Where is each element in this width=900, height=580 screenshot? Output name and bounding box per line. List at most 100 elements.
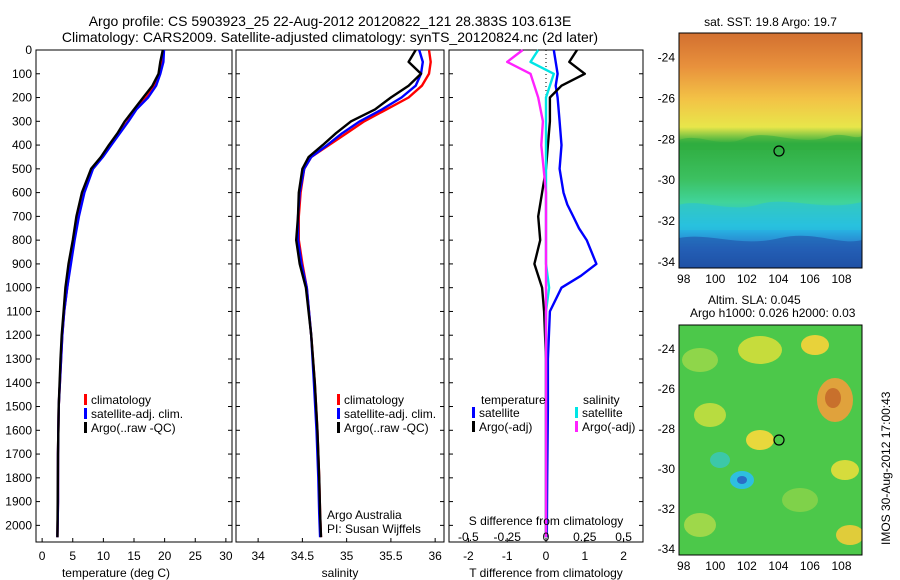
series-line-argo-raw-qc- — [56, 49, 164, 538]
sla-blob — [746, 430, 774, 450]
depth-tick-label: 1100 — [6, 304, 32, 318]
sst-map-title: sat. SST: 19.8 Argo: 19.7 — [704, 15, 837, 29]
salinity-legend-label: Argo(..raw -QC) — [344, 421, 429, 435]
map-x-tick-label-sst: 104 — [768, 272, 788, 286]
temperature-legend-swatch — [84, 422, 87, 433]
temperature-legend-label: climatology — [91, 393, 151, 407]
x-tick-label: -1 — [502, 549, 513, 563]
x-tick-label: 30 — [219, 549, 233, 563]
sla-argo-marker — [773, 434, 785, 446]
map-y-tick-label-sst: -28 — [658, 132, 676, 146]
depth-tick-label: 300 — [12, 114, 32, 128]
depth-tick-label: 100 — [12, 67, 32, 81]
sst-map — [679, 33, 862, 268]
sst-map-frame — [678, 32, 863, 269]
difference-xlabel: T difference from climatology — [469, 566, 623, 580]
depth-tick-label: 1200 — [5, 328, 32, 342]
x-tick-label: 10 — [97, 549, 111, 563]
depth-tick-label: 1800 — [5, 471, 32, 485]
map-y-tick-label-sst: -24 — [658, 51, 676, 65]
x-tick-label: 5 — [69, 549, 76, 563]
depth-tick-label: 400 — [12, 138, 32, 152]
map-y-tick-label-sst: -30 — [658, 173, 676, 187]
x-tick-label: 1 — [581, 549, 588, 563]
sla-blob — [710, 452, 730, 468]
salinity-legend-label: climatology — [344, 393, 404, 407]
x-tick-label: -2 — [463, 549, 474, 563]
sla-map — [679, 325, 862, 555]
depth-tick-label: 900 — [12, 257, 32, 271]
temperature-xlabel: temperature (deg C) — [61, 566, 171, 580]
profile-lines-layer — [56, 49, 598, 538]
sla-blob — [737, 476, 747, 484]
difference-s-legend-swatch — [575, 421, 578, 432]
map-y-tick-label-sla: -30 — [658, 462, 676, 476]
sla-blob — [831, 460, 859, 480]
x-tick-label: 35.5 — [379, 549, 403, 563]
difference-s-legend-label: satellite — [582, 406, 623, 420]
salinity-legend-swatch — [337, 422, 340, 433]
sst-cool-band — [679, 201, 862, 230]
sla-blob — [738, 336, 782, 364]
legend-title-temperature: temperature — [481, 393, 546, 407]
depth-tick-label: 1600 — [5, 423, 32, 437]
sst-field — [679, 33, 862, 268]
map-x-tick-label-sst: 102 — [737, 272, 757, 286]
map-y-tick-label-sst: -26 — [658, 91, 676, 105]
x-tick-label: 34 — [251, 549, 265, 563]
top-s-tick-label: -0.5 — [458, 530, 479, 544]
difference-t-legend-swatch — [472, 421, 475, 432]
depth-tick-label: 1500 — [5, 400, 32, 414]
difference-s-legend-label: Argo(-adj) — [582, 420, 635, 434]
sst-front — [679, 134, 862, 150]
series-line-salinity-argo-adj- — [506, 49, 548, 538]
map-x-tick-label-sla: 104 — [768, 559, 788, 573]
map-x-tick-label-sst: 100 — [705, 272, 725, 286]
depth-tick-label: 1400 — [5, 376, 32, 390]
map-y-tick-label-sla: -26 — [658, 382, 676, 396]
depth-tick-label: 200 — [12, 91, 32, 105]
map-x-tick-label-sst: 98 — [677, 272, 691, 286]
sla-blob — [682, 348, 718, 372]
series-line-argo-raw-qc- — [295, 49, 423, 538]
map-x-tick-label-sla: 106 — [800, 559, 820, 573]
climatology-title: Climatology: CARS2009. Satellite-adjuste… — [61, 29, 599, 45]
sla-map-title: Altim. SLA: 0.045 — [708, 293, 801, 307]
temperature-legend-swatch — [84, 394, 87, 405]
map-y-tick-label-sla: -24 — [658, 342, 676, 356]
argo-height-title: Argo h1000: 0.026 h2000: 0.03 — [690, 306, 856, 320]
depth-tick-label: 600 — [12, 186, 32, 200]
depth-tick-label: 1900 — [5, 495, 32, 509]
depth-tick-label: 2000 — [5, 518, 32, 532]
x-tick-label: 36 — [428, 549, 442, 563]
argo-australia-note: Argo Australia — [327, 508, 402, 522]
series-line-temperature-argo-adj- — [533, 49, 586, 538]
temperature-legend-swatch — [84, 408, 87, 419]
difference-s-legend-swatch — [575, 407, 578, 418]
map-x-tick-label-sla: 100 — [705, 559, 725, 573]
map-x-tick-label-sla: 102 — [737, 559, 757, 573]
sla-blob — [694, 403, 726, 427]
top-s-tick-label: 0.5 — [615, 530, 632, 544]
text-layer: 0100200300400500600700800900100011001200… — [5, 43, 852, 573]
salinity-legend-swatch — [337, 408, 340, 419]
top-s-tick-label: 0.25 — [573, 530, 597, 544]
difference-t-legend-label: Argo(-adj) — [479, 420, 532, 434]
top-s-tick-label: -0.25 — [494, 530, 522, 544]
x-tick-label: 0 — [39, 549, 46, 563]
x-tick-label: 35 — [340, 549, 354, 563]
temperature-legend-label: Argo(..raw -QC) — [91, 421, 176, 435]
sst-argo-marker — [773, 145, 785, 157]
map-y-tick-label-sla: -28 — [658, 422, 676, 436]
x-tick-label: 0 — [543, 549, 550, 563]
series-line-climatology — [56, 49, 164, 538]
axes-layer — [35, 49, 842, 555]
legend-title-salinity: salinity — [583, 393, 620, 407]
series-line-satellite-adj-clim- — [56, 49, 166, 538]
depth-tick-label: 1700 — [5, 447, 32, 461]
map-y-tick-label-sst: -32 — [658, 214, 676, 228]
salinity-xlabel: salinity — [321, 566, 359, 580]
map-y-tick-label-sla: -34 — [658, 542, 676, 556]
map-y-tick-label-sla: -32 — [658, 502, 676, 516]
